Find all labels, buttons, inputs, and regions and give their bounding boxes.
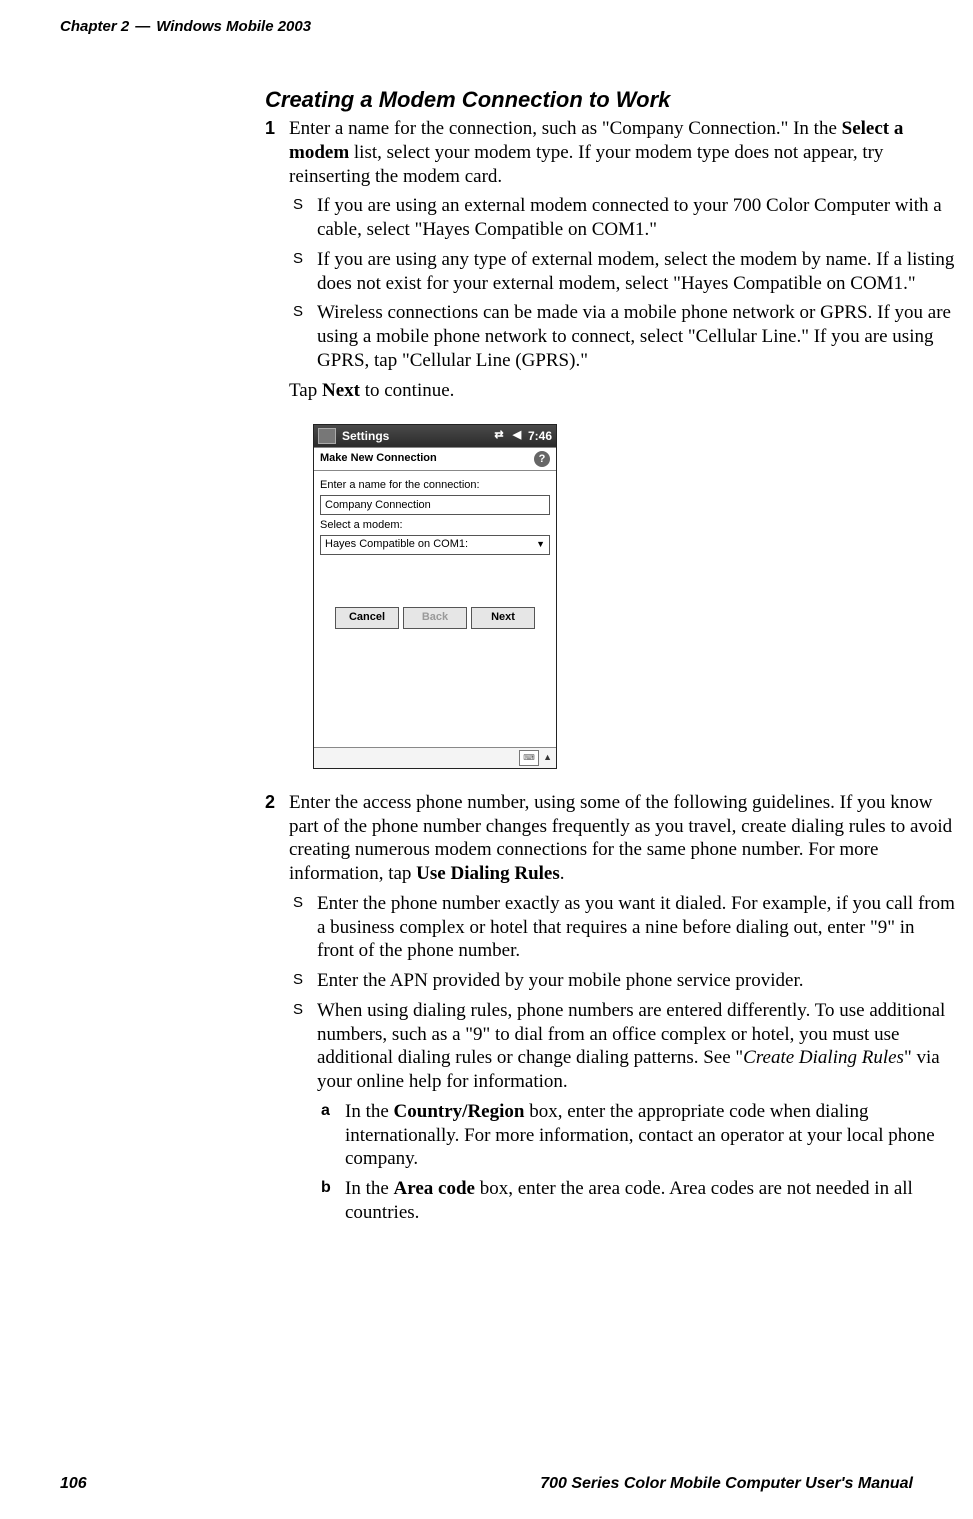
letter-label: a xyxy=(321,1101,330,1121)
step1-text: Enter a name for the connection, such as… xyxy=(289,118,903,187)
step1-bullet-2: If you are using any type of external mo… xyxy=(289,248,955,296)
step-number: 2 xyxy=(265,791,275,814)
step2-bullets: Enter the phone number exactly as you wa… xyxy=(289,892,955,1225)
subbar-title: Make New Connection xyxy=(320,452,437,466)
device-gap xyxy=(314,637,556,747)
step2-bullet-2: Enter the APN provided by your mobile ph… xyxy=(289,969,955,993)
la-bold: Country/Region xyxy=(394,1101,525,1122)
device-subbar: Make New Connection ? xyxy=(314,447,556,471)
speaker-icon[interactable]: ◀ xyxy=(510,429,524,443)
next-button[interactable]: Next xyxy=(471,607,535,629)
cancel-button[interactable]: Cancel xyxy=(335,607,399,629)
step2-b3-italic: Create Dialing Rules xyxy=(743,1047,904,1068)
header-dash: — xyxy=(129,18,156,35)
help-icon[interactable]: ? xyxy=(534,451,550,467)
device-screenshot: Settings ⇄ ◀ 7:46 Make New Connection ? … xyxy=(313,424,557,769)
topbar-time: 7:46 xyxy=(528,429,552,444)
step2-letters: a In the Country/Region box, enter the a… xyxy=(317,1100,955,1225)
step1-tail-bold: Next xyxy=(322,380,360,401)
keyboard-icon[interactable]: ⌨ xyxy=(519,750,539,766)
section-heading: Creating a Modem Connection to Work xyxy=(265,87,955,113)
chapter-title: Windows Mobile 2003 xyxy=(156,18,311,35)
step1-bullet-3: Wireless connections can be made via a m… xyxy=(289,301,955,372)
device-form: Enter a name for the connection: Select … xyxy=(314,471,556,637)
chevron-down-icon: ▼ xyxy=(536,539,545,550)
connection-icon[interactable]: ⇄ xyxy=(492,429,506,443)
step-number: 1 xyxy=(265,117,275,140)
step-list: 1 Enter a name for the connection, such … xyxy=(265,117,955,1225)
step1-bullets: If you are using an external modem conne… xyxy=(289,194,955,372)
page-number: 106 xyxy=(60,1475,87,1493)
topbar-title: Settings xyxy=(342,429,389,444)
start-flag-icon[interactable] xyxy=(318,428,336,444)
la-p1: In the xyxy=(345,1101,394,1122)
running-header: Chapter 2—Windows Mobile 2003 xyxy=(60,18,913,35)
device-topbar: Settings ⇄ ◀ 7:46 xyxy=(314,425,556,447)
lb-bold: Area code xyxy=(394,1178,475,1199)
page: Chapter 2—Windows Mobile 2003 Creating a… xyxy=(0,0,973,1519)
step-1: 1 Enter a name for the connection, such … xyxy=(265,117,955,769)
step2-bullet-1: Enter the phone number exactly as you wa… xyxy=(289,892,955,963)
letter-label: b xyxy=(321,1178,331,1198)
step2-bold: Use Dialing Rules xyxy=(416,863,560,884)
device-button-row: Cancel Back Next xyxy=(320,607,550,629)
step-2: 2 Enter the access phone number, using s… xyxy=(265,791,955,1225)
menu-up-icon[interactable]: ▲ xyxy=(543,752,552,763)
manual-title: 700 Series Color Mobile Computer User's … xyxy=(540,1475,913,1493)
select-modem-dropdown[interactable]: Hayes Compatible on COM1: ▼ xyxy=(320,535,550,555)
step2-bullet-3: When using dialing rules, phone numbers … xyxy=(289,999,955,1225)
connection-name-input[interactable] xyxy=(320,495,550,515)
back-button: Back xyxy=(403,607,467,629)
step1-tail-p3: to continue. xyxy=(360,380,454,401)
step2-letter-a: a In the Country/Region box, enter the a… xyxy=(317,1100,955,1171)
step2-text: Enter the access phone number, using som… xyxy=(289,792,952,884)
step2-p1: Enter the access phone number, using som… xyxy=(289,792,952,884)
step1-tail: Tap Next to continue. xyxy=(289,379,955,403)
step1-bullet-1: If you are using an external modem conne… xyxy=(289,194,955,242)
connection-name-label: Enter a name for the connection: xyxy=(320,479,550,493)
device-bottombar: ⌨ ▲ xyxy=(314,747,556,768)
chapter-label: Chapter 2 xyxy=(60,18,129,35)
step2-letter-b: b In the Area code box, enter the area c… xyxy=(317,1177,955,1225)
content-column: Creating a Modem Connection to Work 1 En… xyxy=(265,87,955,1225)
step2-p3: . xyxy=(560,863,565,884)
select-modem-label: Select a modem: xyxy=(320,519,550,533)
step1-tail-p1: Tap xyxy=(289,380,322,401)
step1-p1: Enter a name for the connection, such as… xyxy=(289,118,842,139)
page-footer: 106 700 Series Color Mobile Computer Use… xyxy=(60,1475,913,1493)
lb-p1: In the xyxy=(345,1178,394,1199)
step1-p3: list, select your modem type. If your mo… xyxy=(289,142,883,187)
select-modem-value: Hayes Compatible on COM1: xyxy=(325,538,468,552)
